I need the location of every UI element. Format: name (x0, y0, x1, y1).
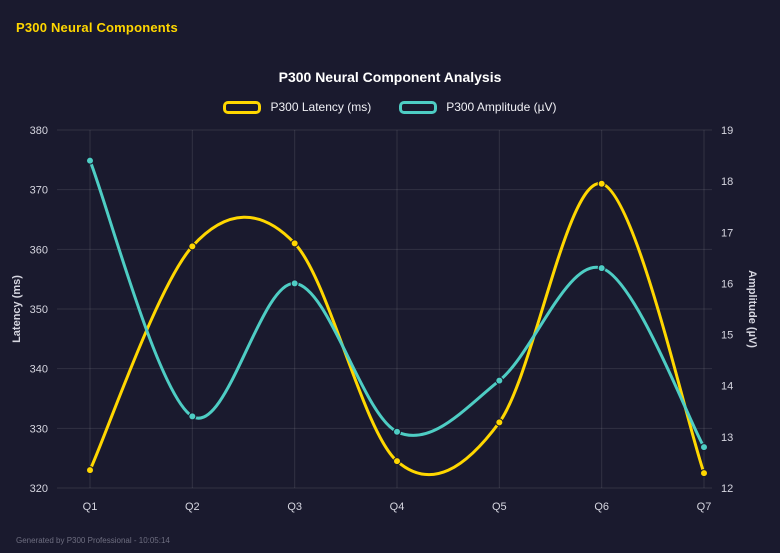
legend-swatch-latency (223, 100, 262, 114)
right-axis-tick-label: 19 (721, 125, 733, 137)
right-axis-tick-label: 12 (721, 483, 733, 495)
x-axis-tick-label: Q7 (697, 501, 712, 513)
data-point[interactable] (188, 242, 197, 251)
left-axis-tick-label: 370 (30, 185, 48, 197)
x-axis-tick-label: Q6 (594, 501, 609, 513)
x-axis-tick-label: Q4 (390, 501, 405, 513)
data-point[interactable] (393, 427, 401, 436)
data-point[interactable] (597, 179, 606, 188)
x-axis-tick-label: Q3 (287, 501, 302, 513)
legend-item-latency[interactable]: P300 Latency (ms) (223, 100, 371, 114)
left-axis-tick-label: 360 (30, 244, 48, 256)
left-axis-tick-label: 380 (30, 125, 48, 137)
right-axis-tick-label: 14 (721, 381, 733, 393)
legend-label-latency: P300 Latency (ms) (270, 100, 372, 114)
left-axis-tick-label: 350 (30, 304, 48, 316)
data-point[interactable] (188, 412, 197, 421)
left-axis-title: Latency (ms) (11, 275, 23, 343)
left-axis-tick-label: 330 (30, 423, 48, 435)
footer-status: Generated by P300 Professional - 10:05:1… (16, 536, 170, 545)
x-axis-tick-label: Q1 (83, 501, 98, 513)
right-axis-tick-label: 18 (721, 176, 733, 188)
data-point[interactable] (495, 376, 504, 385)
right-axis-tick-label: 13 (721, 432, 733, 444)
left-axis-tick-label: 320 (30, 483, 48, 495)
chart-legend: P300 Latency (ms) P300 Amplitude (µV) (0, 100, 780, 114)
x-axis-tick-label: Q2 (185, 501, 200, 513)
chart-title: P300 Neural Component Analysis (278, 69, 502, 85)
right-axis-tick-label: 17 (721, 227, 733, 239)
data-point[interactable] (700, 443, 708, 452)
right-axis-title: Amplitude (µV) (746, 270, 758, 348)
data-point[interactable] (290, 279, 299, 288)
data-point[interactable] (393, 457, 401, 466)
right-axis-tick-label: 15 (721, 330, 733, 342)
data-point[interactable] (86, 466, 94, 475)
data-point[interactable] (700, 469, 708, 478)
data-point[interactable] (86, 156, 94, 165)
page-title: P300 Neural Components (16, 20, 178, 35)
right-axis-tick-label: 16 (721, 278, 733, 290)
data-point[interactable] (495, 418, 504, 427)
x-axis-tick-label: Q5 (492, 501, 507, 513)
legend-swatch-amplitude (399, 100, 438, 114)
legend-item-amplitude[interactable]: P300 Amplitude (µV) (399, 100, 557, 114)
legend-label-amplitude: P300 Amplitude (µV) (446, 100, 557, 114)
data-point[interactable] (290, 239, 299, 248)
left-axis-tick-label: 340 (30, 364, 48, 376)
data-point[interactable] (597, 264, 606, 273)
